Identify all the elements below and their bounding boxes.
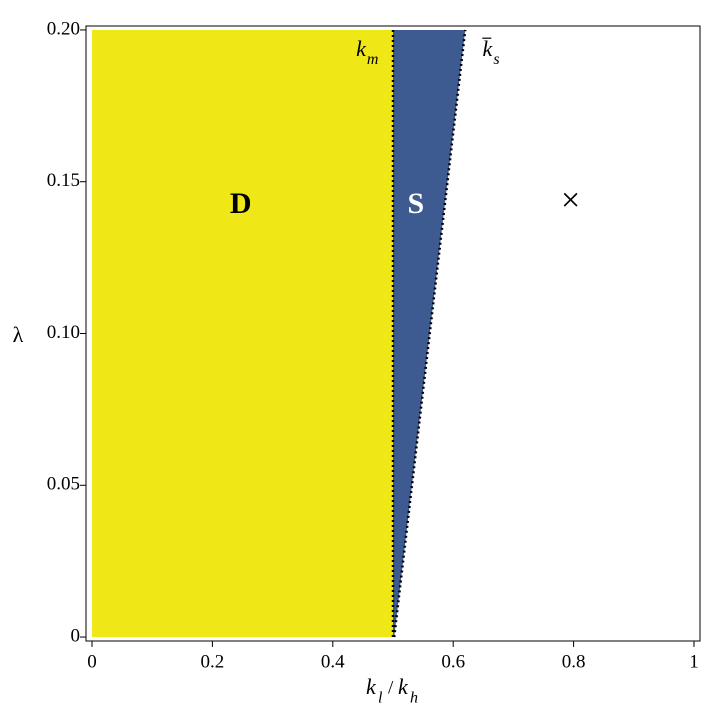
x-label-base2: k (398, 674, 409, 699)
x-tick-label: 0.6 (441, 651, 465, 672)
x-tick-label: 0 (87, 651, 97, 672)
x-label-sub2: h (410, 690, 418, 707)
y-tick-label: 0.05 (47, 474, 80, 495)
y-tick-label: 0.10 (47, 322, 80, 343)
x-label-sep: / (388, 677, 394, 698)
y-axis-label: λ (13, 322, 24, 347)
y-tick-label: 0.15 (47, 170, 80, 191)
label-sub: m (367, 51, 379, 68)
x-tick-label: 0.8 (562, 651, 586, 672)
label-base: k (483, 36, 494, 61)
x-label-sub: l (378, 690, 383, 707)
annotation: × (561, 182, 580, 219)
boundary-line (392, 29, 467, 638)
y-tick-label: 0 (71, 625, 81, 646)
region-label: S (408, 187, 425, 220)
x-label-base: k (366, 674, 377, 699)
label-sub: s (493, 51, 499, 68)
label-base: k (356, 36, 367, 61)
y-tick-label: 0.20 (47, 18, 80, 39)
x-tick-label: 1 (689, 651, 699, 672)
x-tick-label: 0.2 (201, 651, 225, 672)
x-axis-label: k l / k h (366, 674, 418, 707)
x-tick-label: 0.4 (321, 651, 345, 672)
region (92, 29, 394, 638)
region-label: D (230, 187, 252, 220)
